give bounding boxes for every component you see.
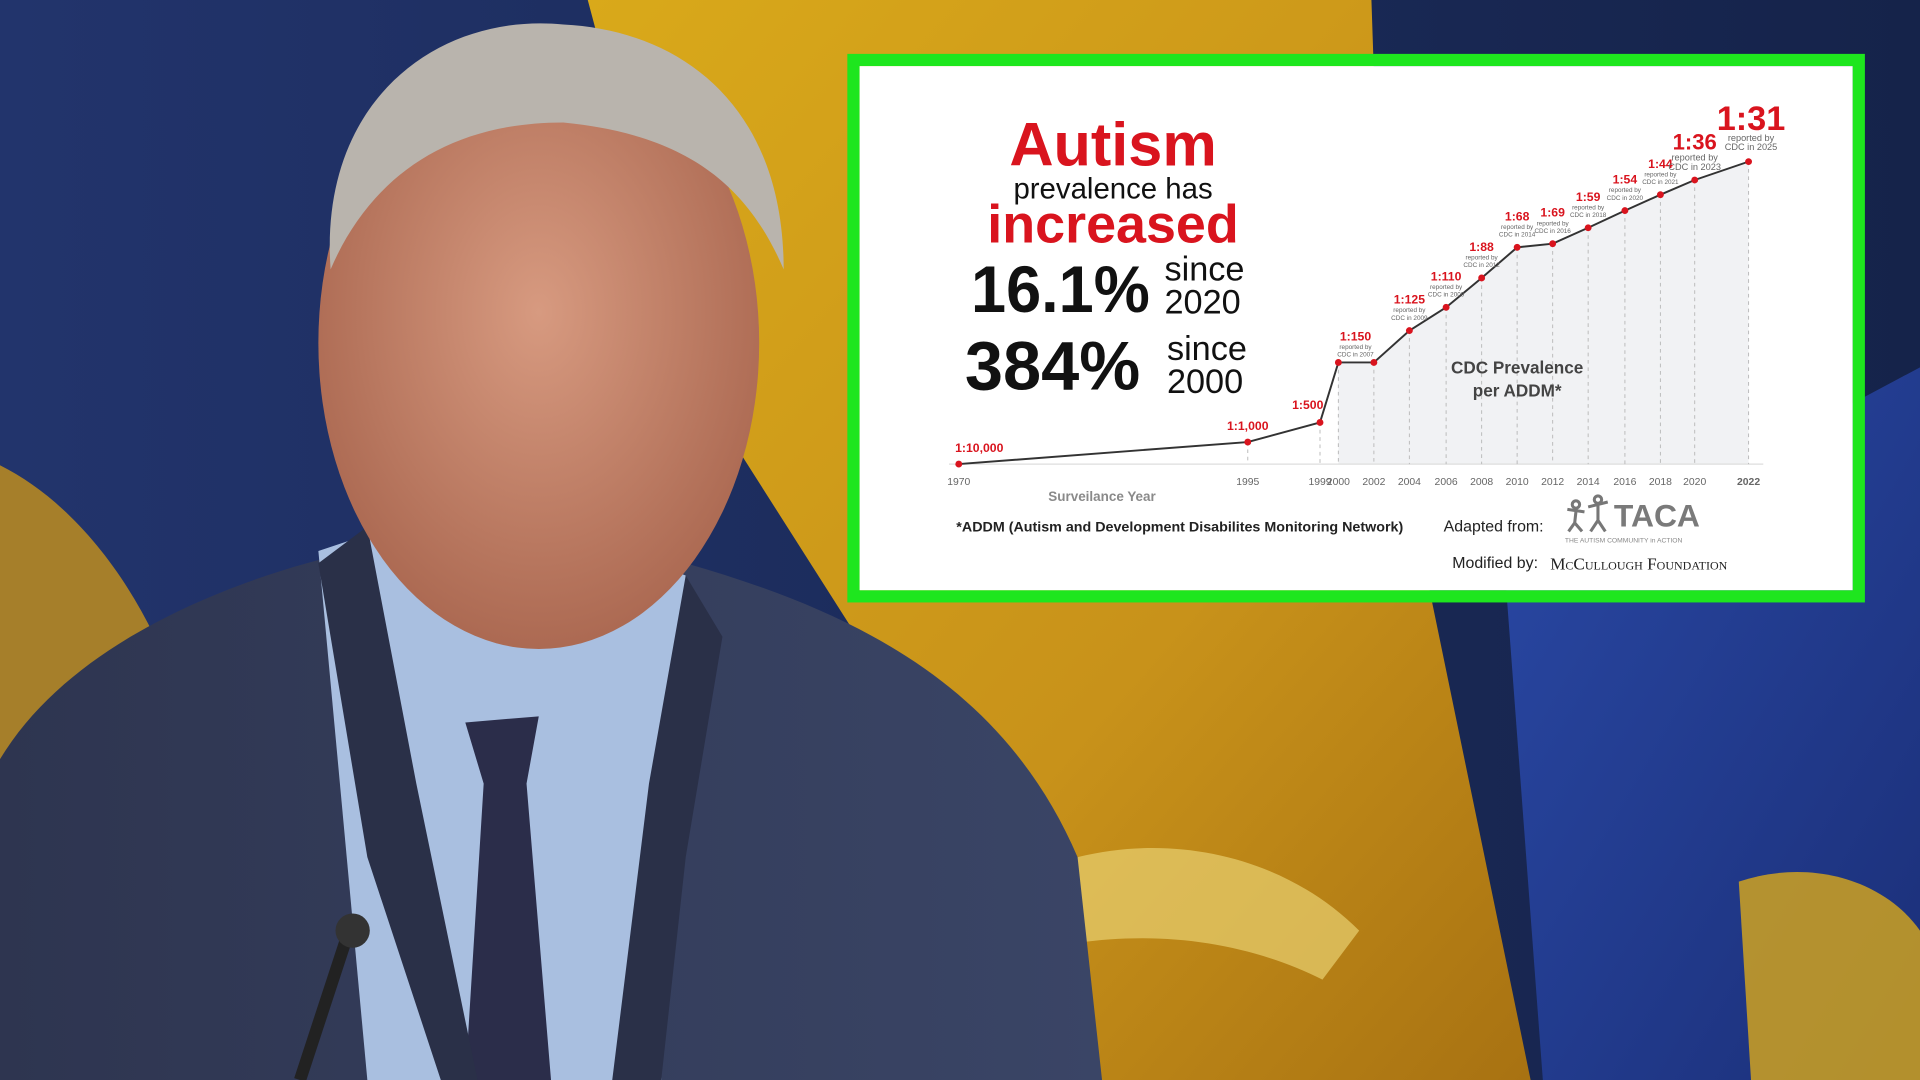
x-tick-label: 1970 bbox=[947, 477, 970, 488]
point-reported-by: reported by bbox=[1609, 187, 1642, 194]
point-label: 1:10,000 bbox=[955, 441, 1003, 455]
point-reported-year: CDC in 2009 bbox=[1391, 315, 1428, 322]
point-label: 1:125 bbox=[1394, 293, 1425, 307]
face bbox=[318, 36, 760, 649]
point-reported-year: CDC in 2012 bbox=[1463, 262, 1500, 269]
point-reported-year: CDC in 2014 bbox=[1499, 232, 1536, 239]
hair bbox=[329, 23, 784, 270]
data-point bbox=[1316, 419, 1324, 426]
data-point bbox=[1442, 303, 1450, 311]
data-point bbox=[1691, 176, 1699, 184]
x-tick-label: 1995 bbox=[1236, 477, 1259, 488]
x-tick-label: 2006 bbox=[1435, 477, 1458, 488]
microphone bbox=[294, 928, 355, 1080]
stat-384-percent: 384% bbox=[965, 327, 1140, 404]
headline-autism: Autism bbox=[1009, 110, 1216, 178]
data-point bbox=[1513, 243, 1521, 251]
modified-by-label: Modified by: bbox=[1452, 555, 1538, 572]
point-reported-year: CDC in 2021 bbox=[1642, 179, 1679, 186]
data-point bbox=[1405, 327, 1413, 335]
point-label: 1:150 bbox=[1340, 329, 1371, 343]
point-label: 1:88 bbox=[1469, 240, 1494, 254]
point-reported-by: reported by bbox=[1537, 220, 1570, 227]
x-tick-label: 2010 bbox=[1506, 477, 1529, 488]
data-point bbox=[1549, 240, 1557, 248]
chart-label-line1: CDC Prevalence bbox=[1451, 357, 1583, 377]
eagle-wing bbox=[1077, 847, 1360, 980]
point-label: 1:31 bbox=[1717, 100, 1786, 138]
point-label: 1:68 bbox=[1505, 209, 1530, 223]
data-point bbox=[1370, 359, 1378, 366]
stat1-since: since bbox=[1164, 250, 1244, 288]
point-reported-by: reported by bbox=[1393, 307, 1426, 314]
data-point bbox=[1244, 438, 1252, 446]
x-tick-label: 2000 bbox=[1327, 477, 1350, 488]
taca-wordmark: TACA bbox=[1614, 498, 1700, 534]
point-reported-by: reported by bbox=[1644, 171, 1677, 178]
data-point bbox=[1478, 274, 1486, 282]
x-tick-label: 1999 bbox=[1308, 477, 1331, 488]
green-border bbox=[847, 53, 1865, 603]
point-label: 1:1,000 bbox=[1227, 419, 1269, 433]
headline-increased: increased bbox=[987, 194, 1239, 254]
x-tick-label: 2002 bbox=[1362, 477, 1385, 488]
point-reported-by: reported by bbox=[1572, 204, 1605, 211]
chart-overlay: Autism prevalence has increased 16.1% si… bbox=[847, 53, 1865, 603]
point-reported-year: CDC in 2009 bbox=[1428, 292, 1465, 299]
data-point bbox=[955, 460, 963, 468]
area-fill bbox=[1338, 161, 1749, 465]
tie bbox=[465, 716, 552, 1080]
point-label: 1:500 bbox=[1292, 398, 1323, 412]
point-reported-year: CDC in 2018 bbox=[1570, 212, 1607, 219]
data-point bbox=[1621, 207, 1629, 215]
point-reported-by: reported by bbox=[1501, 224, 1534, 231]
x-tick-label: 2008 bbox=[1470, 477, 1493, 488]
taca-logo: TACA THE AUTISM COMMUNITY in ACTION bbox=[1565, 494, 1700, 544]
stat1-year: 2020 bbox=[1164, 283, 1240, 321]
x-tick-label: 2020 bbox=[1683, 477, 1706, 488]
mccullough-foundation: McCullough Foundation bbox=[1550, 554, 1727, 573]
headline-prevalence: prevalence has bbox=[1013, 172, 1212, 205]
x-axis-label: Surveilance Year bbox=[1048, 489, 1156, 504]
point-reported-by: reported by bbox=[1339, 344, 1372, 351]
point-reported-by: reported by bbox=[1466, 255, 1499, 262]
point-reported-year: CDC in 2020 bbox=[1607, 195, 1644, 202]
data-point bbox=[1334, 359, 1342, 366]
data-point bbox=[1745, 158, 1752, 166]
point-reported-year: CDC in 2016 bbox=[1534, 228, 1571, 235]
taca-tagline: THE AUTISM COMMUNITY in ACTION bbox=[1565, 537, 1683, 544]
speaker-photo bbox=[0, 23, 1103, 1080]
data-point bbox=[1656, 191, 1664, 199]
stat2-since: since bbox=[1167, 330, 1247, 368]
point-label: 1:54 bbox=[1613, 173, 1638, 187]
chart-label-line2: per ADDM* bbox=[1473, 381, 1562, 401]
point-label: 1:36 bbox=[1673, 129, 1717, 154]
x-tick-label: 2022 bbox=[1737, 477, 1760, 488]
stat2-year: 2000 bbox=[1167, 363, 1243, 401]
stat-16-percent: 16.1% bbox=[971, 253, 1150, 327]
point-label: 1:69 bbox=[1540, 206, 1565, 220]
headline: Autism prevalence has increased 16.1% si… bbox=[965, 110, 1247, 404]
point-reported-year: CDC in 2023 bbox=[1668, 162, 1721, 172]
x-tick-label: 2004 bbox=[1398, 477, 1421, 488]
x-tick-label: 2014 bbox=[1577, 477, 1600, 488]
point-reported-by: reported by bbox=[1430, 284, 1463, 291]
point-label: 1:110 bbox=[1431, 269, 1462, 283]
data-point bbox=[1584, 224, 1592, 232]
x-tick-label: 2016 bbox=[1613, 477, 1636, 488]
point-reported-year: CDC in 2007 bbox=[1337, 352, 1374, 359]
point-reported-by: reported by bbox=[1671, 152, 1718, 162]
x-tick-label: 2012 bbox=[1541, 477, 1564, 488]
point-reported-by: reported by bbox=[1728, 133, 1775, 143]
point-label: 1:44 bbox=[1648, 157, 1673, 171]
point-reported-year: CDC in 2025 bbox=[1725, 142, 1778, 152]
x-tick-label: 2018 bbox=[1649, 477, 1672, 488]
point-label: 1:59 bbox=[1576, 190, 1601, 204]
footnote: *ADDM (Autism and Development Disabilite… bbox=[956, 518, 1403, 534]
adapted-from-label: Adapted from: bbox=[1444, 518, 1544, 535]
